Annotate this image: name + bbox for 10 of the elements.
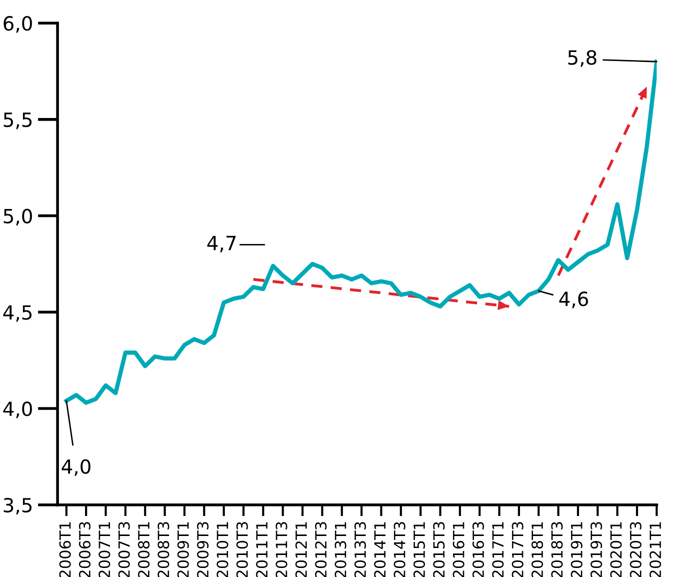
y-tick-label: 5,0	[4, 208, 32, 226]
annotation: 4,7	[207, 236, 236, 252]
y-tick-label: 6,0	[4, 16, 32, 33]
annotation: 4,0	[62, 459, 90, 476]
y-tick-label: 3,5	[4, 498, 32, 515]
y-tick-label: 4,0	[3, 401, 32, 418]
y-tick-label: 4,5	[3, 305, 32, 322]
y-tick-label: 5,5	[4, 112, 32, 130]
annotation: 4,6	[559, 292, 588, 308]
annotation: 5,8	[568, 50, 596, 67]
